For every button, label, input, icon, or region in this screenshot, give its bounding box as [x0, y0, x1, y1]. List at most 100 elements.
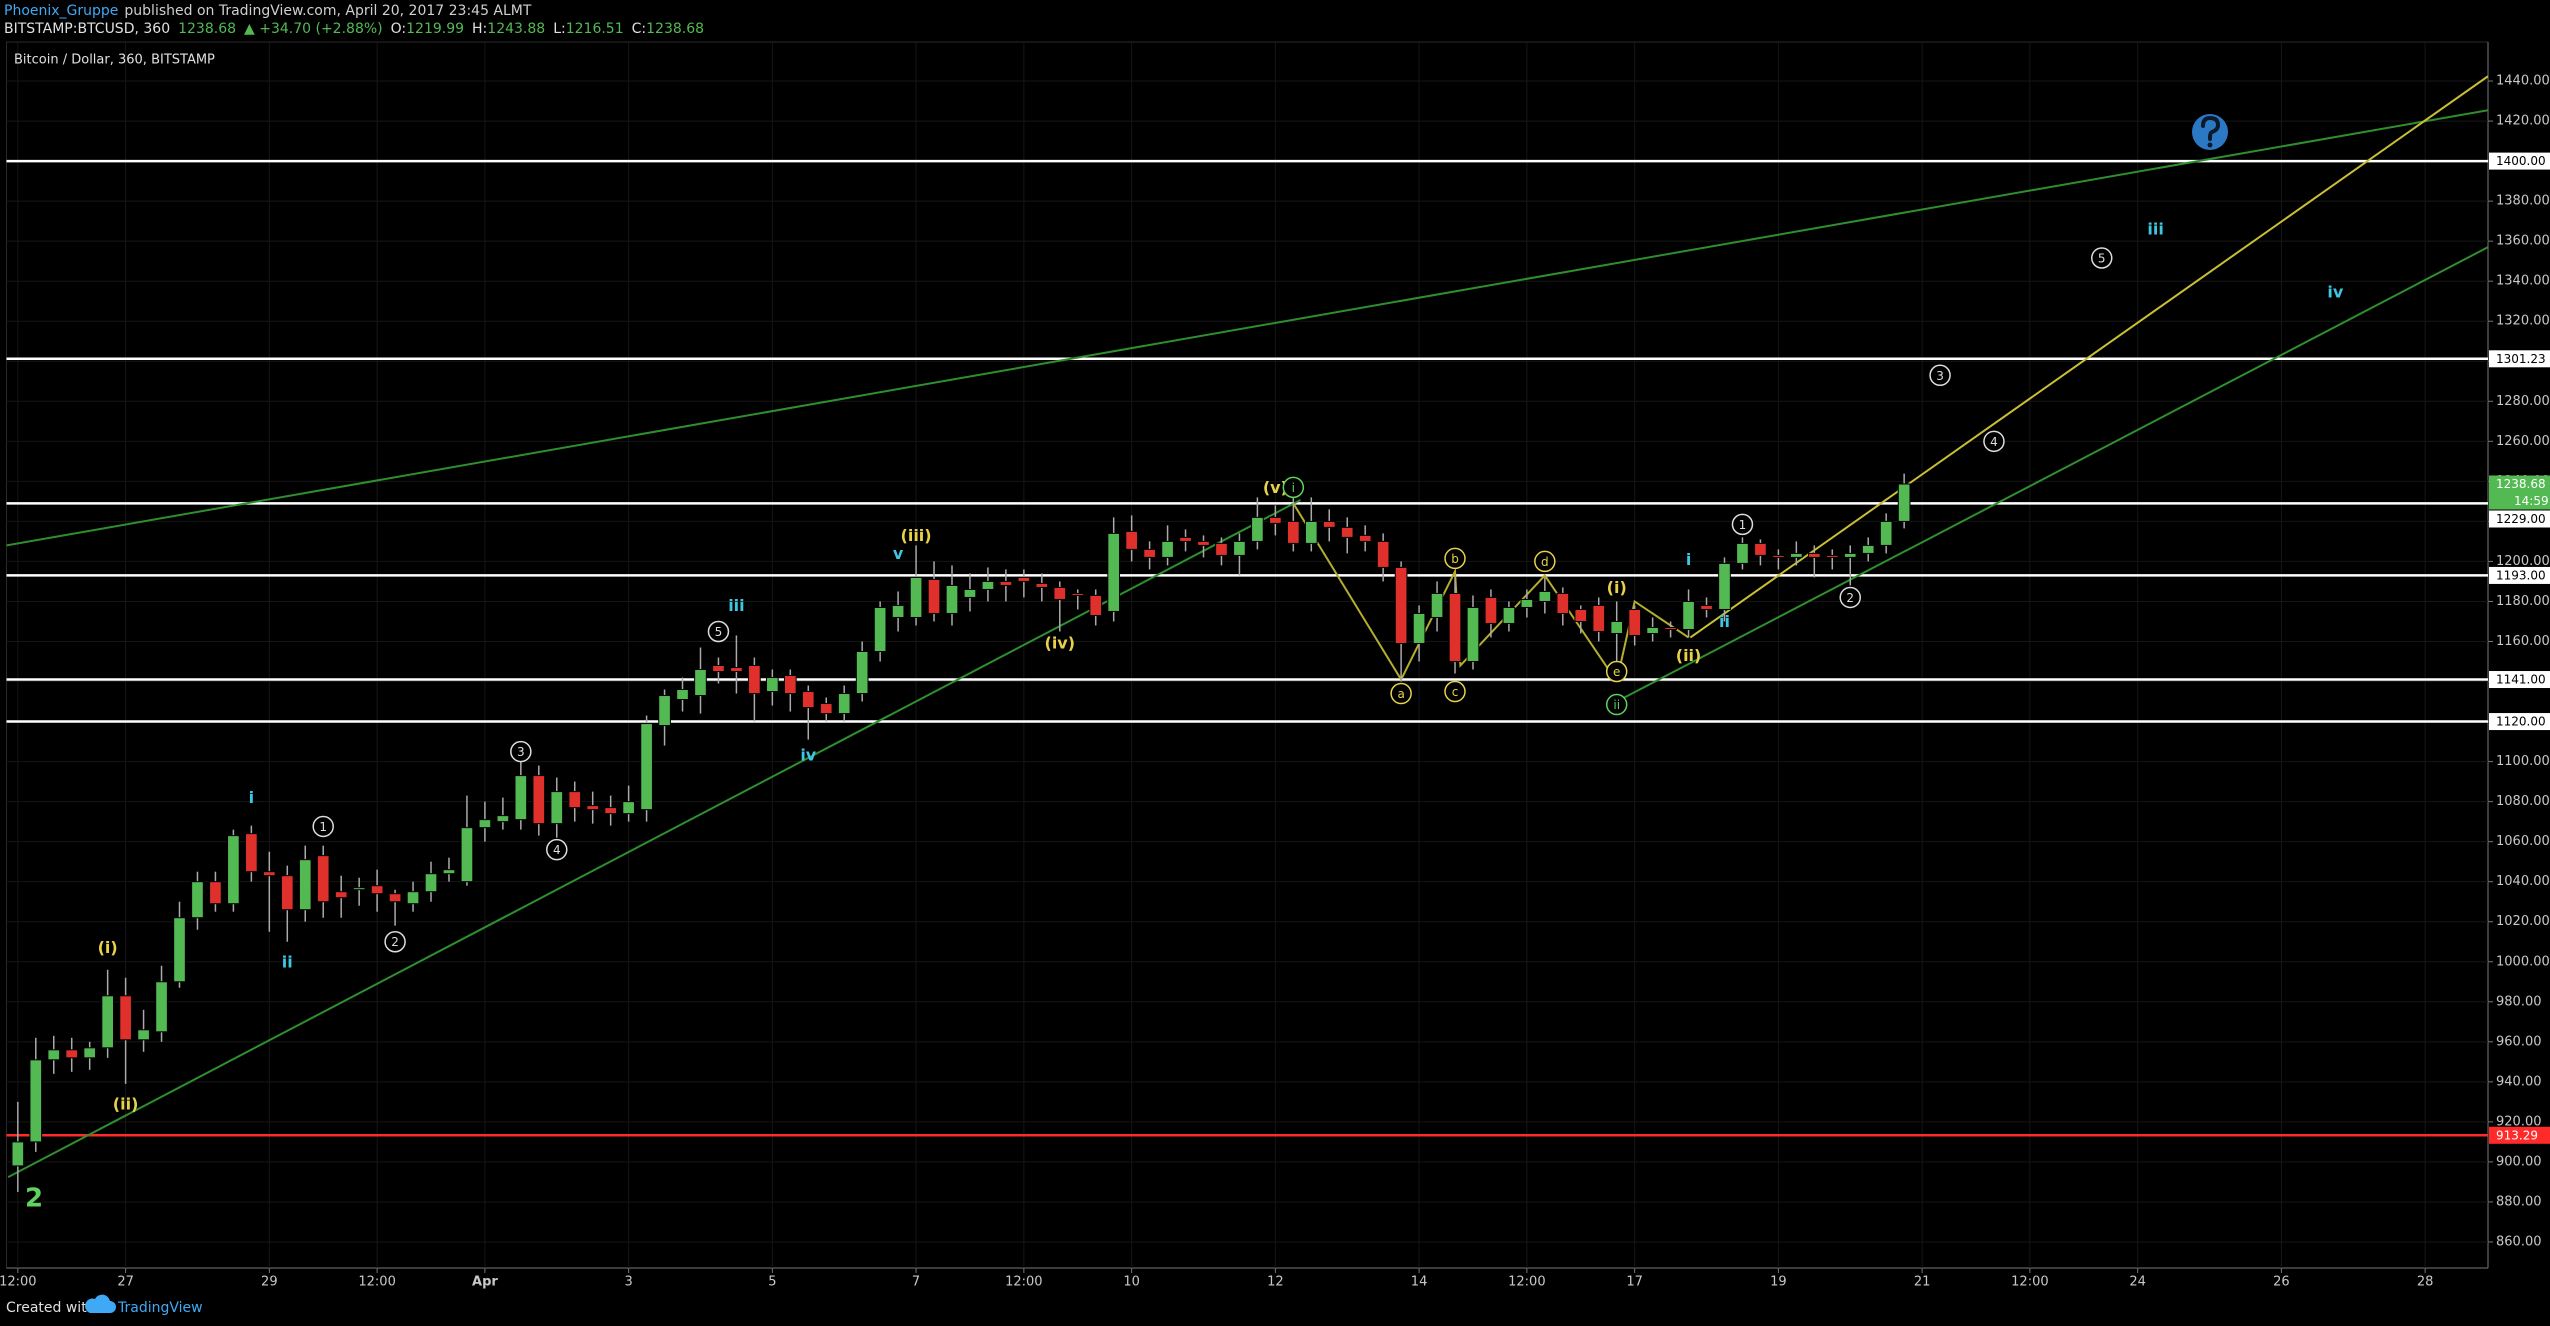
candle-body: [1107, 532, 1121, 612]
x-tick-label: Apr: [472, 1275, 498, 1290]
candle-body: [334, 891, 348, 899]
y-tick-label: 1440.00: [2496, 74, 2550, 89]
candle-body: [29, 1059, 43, 1143]
annotation-circle: [1731, 513, 1754, 536]
candle-body: [1017, 576, 1031, 582]
candle-body: [819, 703, 833, 715]
candle-body: [1304, 520, 1318, 544]
annotation: b: [1451, 552, 1459, 566]
annotation-circle: [1983, 430, 2005, 453]
annotation: e: [1613, 665, 1620, 679]
x-tick-label: 21: [1914, 1275, 1931, 1290]
y-tick-label: 1380.00: [2496, 194, 2550, 209]
trendline: [7, 499, 1301, 1179]
publisher[interactable]: Phoenix_Gruppe: [4, 3, 118, 19]
annotation: iii: [2147, 220, 2163, 239]
candle-body: [1340, 526, 1354, 538]
price-label-box: [2489, 566, 2550, 584]
annotation-circle: [384, 930, 406, 953]
candle-body: [1754, 542, 1767, 556]
candle-body: [1233, 540, 1246, 556]
candle-body: [83, 1047, 97, 1059]
y-tick-label: 1060.00: [2496, 834, 2550, 849]
y-tick-label: 980.00: [2496, 994, 2542, 1009]
trendline: [6, 109, 2488, 547]
candle-body: [11, 1141, 25, 1167]
annotation-circle: [510, 740, 532, 763]
candle-body: [1682, 600, 1695, 630]
price-label: 1193.00: [2496, 568, 2546, 582]
candle-body: [352, 887, 366, 891]
candle-body: [1215, 542, 1228, 556]
symbol: BITSTAMP:BTCUSD, 360: [4, 21, 170, 37]
y-tick-label: 1360.00: [2496, 234, 2550, 249]
candle-body: [640, 723, 653, 811]
candle-body: [1412, 612, 1426, 644]
y-tick-label: 960.00: [2496, 1034, 2542, 1049]
x-tick-label: 10: [1123, 1275, 1140, 1290]
x-tick-label: 3: [624, 1275, 632, 1290]
candle-body: [981, 580, 995, 590]
candle-body: [1358, 534, 1372, 542]
x-tick-label: 29: [261, 1275, 278, 1290]
candle-body: [1520, 598, 1534, 608]
footer-brand[interactable]: TradingView: [117, 1300, 203, 1316]
y-tick-label: 1080.00: [2496, 794, 2550, 809]
candle-body: [1610, 620, 1624, 634]
candle-body: [1574, 608, 1588, 622]
candle-body: [1843, 552, 1857, 558]
candle-body: [712, 665, 725, 673]
candle-body: [783, 675, 797, 695]
help-dot: [2207, 142, 2213, 148]
y-tick-label: 1100.00: [2496, 754, 2550, 769]
x-tick-label: 27: [117, 1275, 134, 1290]
candle-body: [766, 677, 779, 693]
candle-body: [280, 875, 294, 911]
candle-body: [694, 669, 707, 697]
candle-body: [855, 650, 869, 695]
annotation-circle: [546, 838, 568, 861]
candle-body: [1251, 516, 1264, 542]
y-tick-label: 900.00: [2496, 1154, 2542, 1169]
annotation-circle: [1929, 364, 1951, 387]
candle-body: [1143, 548, 1156, 558]
candle-body: [1089, 594, 1103, 616]
annotation: (v): [1263, 478, 1288, 497]
annotation: ii: [1613, 698, 1620, 712]
x-tick-label: 12:00: [2011, 1275, 2048, 1290]
candle-body: [1430, 592, 1444, 618]
candle-body: [1269, 516, 1282, 524]
annotation: 4: [553, 843, 561, 857]
candle-body: [514, 775, 528, 821]
candle-body: [1664, 626, 1677, 630]
candle-body: [1897, 483, 1911, 522]
price-label: 913.29: [2496, 1128, 2538, 1142]
candle-body: [586, 805, 600, 811]
candle-body: [1484, 596, 1498, 624]
candle-body: [1736, 542, 1749, 564]
candle-body: [1592, 604, 1606, 632]
candle-body: [209, 881, 222, 905]
logo-cloud: [85, 1294, 116, 1313]
annotation-circle: [1282, 476, 1305, 499]
candle-body: [1394, 566, 1408, 644]
candle-body: [532, 775, 546, 825]
candle-body: [65, 1049, 79, 1059]
annotation: 1: [319, 820, 327, 834]
price-label: 1400.00: [2496, 154, 2546, 168]
candle-body: [119, 995, 132, 1041]
candle-body: [1646, 626, 1659, 634]
footer-logo[interactable]: TradingView: [85, 1294, 203, 1316]
candle-body: [227, 835, 240, 905]
y-tick-label: 1000.00: [2496, 954, 2550, 969]
candle-body: [945, 584, 959, 614]
last-price: 1238.68: [178, 21, 236, 37]
candle-body: [1861, 544, 1875, 554]
annotation: i: [249, 788, 254, 807]
candle-body: [1035, 582, 1049, 588]
annotation: (iii): [901, 526, 932, 545]
annotation: ii: [282, 952, 293, 971]
help-icon[interactable]: [2192, 114, 2228, 150]
x-tick-label: 12:00: [1005, 1275, 1042, 1290]
